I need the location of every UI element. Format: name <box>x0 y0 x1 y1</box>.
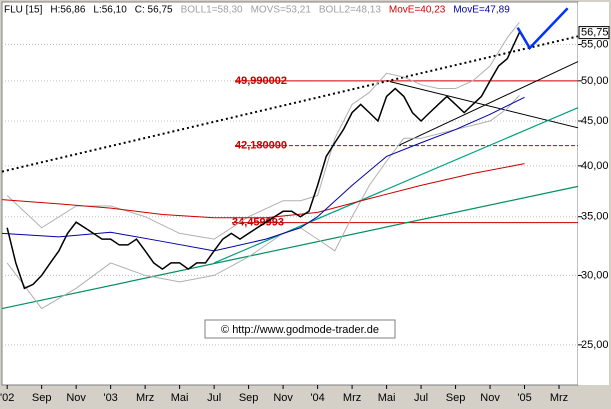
trend-line <box>389 81 579 129</box>
x-tick-label: Sep <box>239 392 259 404</box>
copyright: © http://www.godmode-trader.de <box>221 324 379 336</box>
y-tick-label: 35,00 <box>581 211 609 223</box>
x-tick-label: '03 <box>103 392 117 404</box>
header-item: MovE=47,89 <box>453 5 510 16</box>
header-item: BOLL1=58,30 <box>181 5 243 16</box>
x-tick-label: Mai <box>378 392 396 404</box>
x-tick-label: Sep <box>446 392 466 404</box>
header: FLU [15] H:56,86 L:56,10 C: 56,75 BOLL1=58,3… <box>3 3 510 16</box>
x-tick-label: Nov <box>273 392 293 404</box>
header-box <box>3 3 373 16</box>
trend-line <box>516 7 569 51</box>
header-item: BOLL2=48,13 <box>319 5 381 16</box>
header-item: L:56,10 <box>93 5 127 16</box>
x-tick-label: Mai <box>171 392 189 404</box>
x-tick-label: '02 <box>0 392 14 404</box>
header-item: MOVS=53,21 <box>251 5 312 16</box>
price-line <box>1 96 525 252</box>
x-tick-label: Mrz <box>343 392 361 404</box>
header-item: C: 56,75 <box>135 5 173 16</box>
copyright-box <box>204 319 396 339</box>
x-tick-label: Jul <box>414 392 428 404</box>
header-item: MovE=40,23 <box>389 5 446 16</box>
y-tick-label: 50,00 <box>581 75 609 87</box>
y-tick-label: 25,00 <box>581 339 609 351</box>
price-line <box>6 95 520 310</box>
trend-line <box>1 35 579 173</box>
x-tick-label: '05 <box>517 392 531 404</box>
x-tick-label: Sep <box>32 392 52 404</box>
last-value-label: 56,75 <box>581 27 609 39</box>
x-tick-label: Jul <box>207 392 221 404</box>
y-tick-label: 30,00 <box>581 269 609 281</box>
price-line <box>6 22 520 240</box>
x-tick-label: '04 <box>310 392 324 404</box>
x-tick-label: Mrz <box>550 392 568 404</box>
x-tick-label: Nov <box>480 392 500 404</box>
y-tick-label: 55,00 <box>581 38 609 50</box>
y-tick-label: 45,00 <box>581 115 609 127</box>
horizontal-line-label: 42,180000 <box>235 140 287 152</box>
trend-line <box>398 61 579 146</box>
x-tick-label: Mrz <box>136 392 154 404</box>
price-line <box>6 32 521 290</box>
y-tick-label: 40,00 <box>581 160 609 172</box>
axis-area <box>578 2 609 385</box>
trend-line <box>1 185 579 310</box>
trend-line <box>213 107 579 264</box>
last-value-box <box>578 26 610 40</box>
price-line <box>1 163 525 219</box>
x-tick-label: Nov <box>66 392 86 404</box>
header-item: FLU [15] <box>4 5 43 16</box>
horizontal-line-label: 49,990002 <box>235 75 287 87</box>
header-item: H:56,86 <box>50 5 85 16</box>
